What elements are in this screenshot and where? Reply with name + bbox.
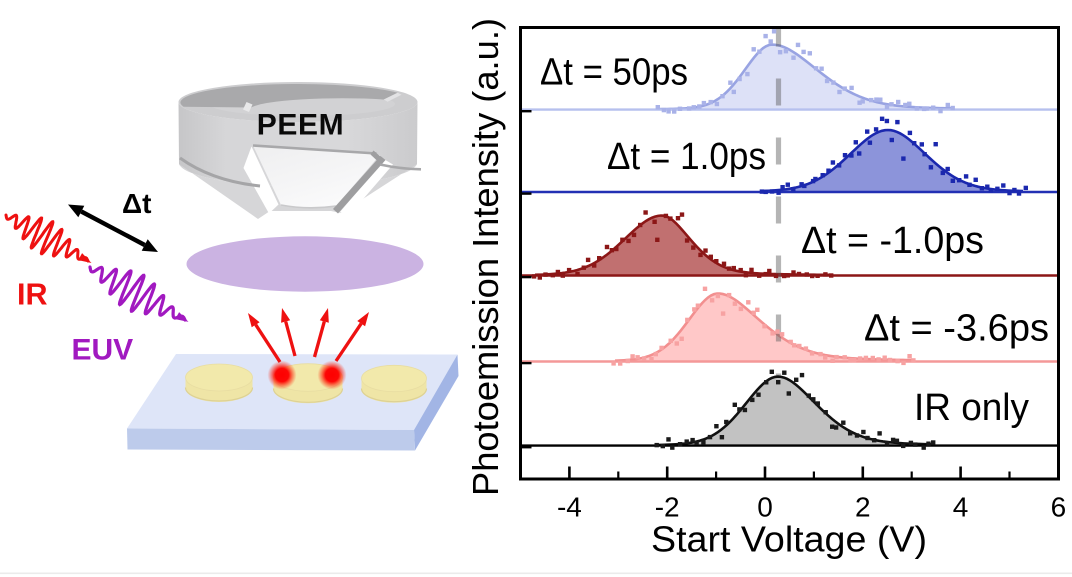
svg-text:Δt: Δt	[122, 188, 151, 219]
svg-text:4: 4	[953, 492, 969, 523]
svg-text:PEEM: PEEM	[257, 109, 344, 142]
svg-text:IR: IR	[17, 278, 48, 312]
svg-text:Δt = 1.0ps: Δt = 1.0ps	[607, 136, 766, 178]
svg-text:Photoemission Intensity (a.u.): Photoemission Intensity (a.u.)	[465, 18, 506, 496]
svg-text:2: 2	[855, 492, 871, 523]
svg-text:-2: -2	[655, 492, 680, 523]
svg-text:EUV: EUV	[72, 334, 134, 367]
svg-text:Δt = 50ps: Δt = 50ps	[540, 52, 688, 94]
svg-text:-4: -4	[557, 492, 582, 523]
svg-text:Δt = -3.6ps: Δt = -3.6ps	[864, 308, 1049, 350]
svg-text:0: 0	[757, 492, 773, 523]
svg-text:Δt = -1.0ps: Δt = -1.0ps	[801, 220, 984, 262]
svg-text:IR only: IR only	[914, 387, 1029, 429]
svg-text:Start Voltage (V): Start Voltage (V)	[651, 519, 927, 560]
svg-text:6: 6	[1051, 492, 1067, 523]
